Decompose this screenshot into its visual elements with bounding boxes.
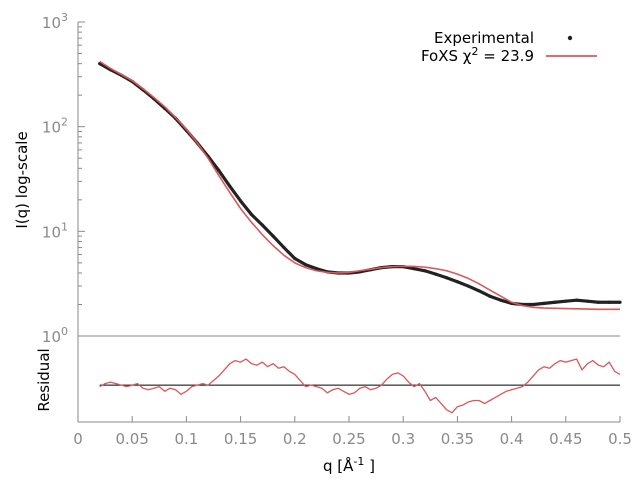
experimental-point (434, 272, 438, 276)
x-tick-label: 0.5 (608, 430, 632, 448)
legend: Experimental FoXS χ2 = 23.9 (421, 29, 597, 65)
residual-y-axis-title: Residual (35, 348, 53, 411)
residual-series-layer (99, 358, 621, 414)
x-tick-label: 0.4 (500, 430, 524, 448)
x-tick-label: 0.25 (332, 430, 365, 448)
experimental-point (304, 263, 308, 267)
experimental-point (293, 256, 297, 261)
experimental-point (271, 234, 275, 238)
main-y-tick-label: 103 (42, 11, 68, 32)
experimental-point (423, 269, 427, 273)
experimental-point (542, 301, 546, 305)
experimental-point (249, 212, 254, 217)
experimental-point (488, 294, 492, 298)
x-tick-label: 0.45 (549, 430, 582, 448)
legend-label-experimental: Experimental (434, 29, 534, 47)
x-tick-label: 0.15 (224, 430, 257, 448)
experimental-point (260, 223, 264, 227)
x-tick-label: 0 (73, 430, 83, 448)
experimental-point (466, 284, 470, 288)
foxs-fit-series (99, 60, 620, 311)
residual-series (99, 358, 621, 414)
x-tick-label: 0.05 (115, 430, 148, 448)
main-y-axis-title: I(q) log-scale (13, 131, 31, 228)
experimental-point (444, 276, 449, 280)
experimental-series (98, 62, 620, 307)
experimental-point (564, 299, 568, 303)
x-tick-label: 0.2 (283, 430, 307, 448)
experimental-point (596, 300, 600, 304)
x-ticks: 0 0.05 0.1 0.15 0.2 0.25 0.3 0.35 0.4 0.45 0.5 (73, 416, 632, 448)
experimental-point (585, 299, 590, 303)
x-tick-label: 0.3 (391, 430, 415, 448)
x-tick-label: 0.1 (174, 430, 198, 448)
experimental-point (607, 300, 611, 304)
main-y-tick-label: 101 (42, 220, 68, 241)
experimental-point (575, 298, 579, 302)
main-plot-frame (77, 22, 620, 337)
experimental-point (412, 267, 416, 271)
experimental-point (499, 298, 503, 302)
experimental-point (553, 300, 557, 304)
experimental-point (282, 245, 286, 250)
experimental-point (477, 289, 481, 293)
main-y-ticks: 100 101 102 103 (42, 11, 85, 346)
legend-label-foxs: FoXS χ2 = 23.9 (421, 45, 534, 65)
experimental-point (239, 199, 243, 203)
experimental-point (217, 169, 221, 173)
experimental-point (618, 300, 622, 304)
x-axis-title: q [Å-1 ] (323, 455, 375, 475)
experimental-point (314, 267, 319, 271)
legend-marker-experimental (567, 35, 573, 41)
main-series-layer (98, 60, 622, 311)
main-y-tick-label: 100 (42, 325, 68, 346)
main-y-tick-label: 102 (42, 116, 68, 137)
experimental-point (455, 280, 459, 284)
experimental-point (228, 184, 232, 188)
experimental-point (531, 302, 535, 307)
residual-plot-frame (77, 336, 620, 423)
x-tick-label: 0.35 (441, 430, 474, 448)
